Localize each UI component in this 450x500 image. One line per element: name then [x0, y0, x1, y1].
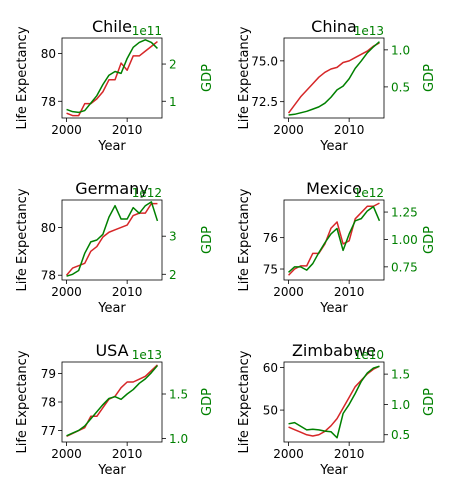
gdp-line: [66, 365, 159, 437]
y-tick-label: 75: [263, 263, 278, 277]
x-axis-label: Year: [97, 463, 126, 478]
y-axis-label: Life Expectancy: [15, 188, 30, 291]
y2-tick-label: 1.5: [169, 388, 188, 402]
y2-exponent-label: 1e10: [354, 348, 384, 362]
gdp-line: [288, 365, 380, 439]
y2-exponent-label: 1e11: [132, 24, 162, 38]
y-tick-label: 77: [41, 424, 56, 438]
subplot-title: Zimbabwe: [292, 341, 376, 360]
gdp-line: [66, 39, 158, 114]
y-tick-label: 75.0: [251, 54, 278, 68]
x-tick-label: 2010: [112, 285, 143, 299]
gdp-line: [288, 41, 380, 116]
y2-axis-label: GDP: [422, 226, 437, 254]
x-tick-label: 2000: [273, 123, 304, 137]
y2-axis-label: GDP: [422, 64, 437, 92]
subplot-zimbabwe: Zimbabwe 2000 2010 Year 50 60 Life Expectancy 0…: [237, 341, 437, 478]
y2-tick-label: 1.0: [391, 398, 410, 412]
y2-tick-label: 1.00: [391, 233, 418, 247]
x-axis-label: Year: [319, 301, 348, 316]
y2-tick-label: 0.5: [391, 428, 410, 442]
x-tick-label: 2000: [51, 447, 82, 461]
subplot-title: Chile: [92, 17, 132, 36]
y2-tick-label: 1.0: [169, 432, 188, 446]
plot-frame: [283, 199, 385, 281]
y-tick-label: 79: [41, 367, 56, 381]
y2-tick-label: 2: [169, 58, 177, 72]
y-axis-label: Life Expectancy: [15, 350, 30, 453]
life-expectancy-line: [288, 365, 380, 437]
x-tick-label: 2000: [273, 447, 304, 461]
plot-frame: [61, 199, 163, 281]
y-axis-label: Life Expectancy: [237, 26, 252, 129]
plot-frame: [283, 37, 385, 119]
subplot-title: USA: [95, 341, 128, 360]
y2-exponent-label: 1e12: [354, 186, 384, 200]
x-axis-label: Year: [319, 463, 348, 478]
x-axis-label: Year: [319, 139, 348, 154]
x-tick-label: 2010: [112, 123, 143, 137]
y-axis-label: Life Expectancy: [237, 350, 252, 453]
y2-tick-label: 0.75: [391, 260, 418, 274]
subplot-chile: Chile 2000 2010 Year 78 80 Life Expectancy 1 2 1e…: [15, 17, 215, 154]
x-tick-label: 2000: [51, 285, 82, 299]
y-tick-label: 60: [263, 361, 278, 375]
y2-axis-label: GDP: [200, 226, 215, 254]
subplot-germany: Germany 2000 2010 Year 78 80 Life Expectancy 2 3…: [15, 179, 215, 316]
y2-tick-label: 1.0: [391, 43, 410, 57]
y-axis-label: Life Expectancy: [15, 26, 30, 129]
y-tick-label: 78: [41, 396, 56, 410]
plot-frame: [61, 37, 163, 119]
subplot-title: China: [311, 17, 357, 36]
y-tick-label: 78: [41, 269, 56, 283]
y-axis-label: Life Expectancy: [237, 188, 252, 291]
subplot-usa: USA 2000 2010 Year 77 78 79 Life Expectancy 1.0 1…: [15, 341, 215, 478]
y2-tick-label: 1.5: [391, 368, 410, 382]
subplot-title: Mexico: [306, 179, 362, 198]
y-tick-label: 50: [263, 404, 278, 418]
y-tick-label: 80: [41, 221, 56, 235]
y2-axis-label: GDP: [200, 388, 215, 416]
subplot-title: Germany: [75, 179, 149, 198]
life-expectancy-line: [288, 202, 380, 276]
x-tick-label: 2010: [334, 285, 365, 299]
y2-axis-label: GDP: [200, 64, 215, 92]
x-tick-label: 2000: [51, 123, 82, 137]
life-expectancy-line: [66, 40, 158, 117]
y2-tick-label: 1: [169, 95, 177, 109]
y-tick-label: 78: [41, 95, 56, 109]
plot-frame: [283, 361, 385, 443]
y-tick-label: 72.5: [251, 95, 278, 109]
x-tick-label: 2000: [273, 285, 304, 299]
subplot-mexico: Mexico 2000 2010 Year 75 76 Life Expectancy 0.7…: [237, 179, 437, 316]
gdp-line: [288, 205, 381, 273]
y2-axis-label: GDP: [422, 388, 437, 416]
life-expectancy-line: [65, 202, 158, 276]
x-axis-label: Year: [97, 301, 126, 316]
life-expectancy-line: [287, 42, 380, 114]
y2-tick-label: 2: [169, 268, 177, 282]
x-tick-label: 2010: [112, 447, 143, 461]
life-expectancy-line: [66, 364, 158, 437]
y-tick-label: 80: [41, 47, 56, 61]
x-tick-label: 2010: [334, 447, 365, 461]
x-tick-label: 2010: [334, 123, 365, 137]
y2-tick-label: 1.25: [391, 206, 418, 220]
y2-exponent-label: 1e13: [354, 24, 384, 38]
gdp-line: [66, 201, 159, 277]
y2-exponent-label: 1e13: [132, 348, 162, 362]
y2-tick-label: 0.5: [391, 80, 410, 94]
y-tick-label: 76: [263, 231, 278, 245]
y2-tick-label: 3: [169, 230, 177, 244]
y2-exponent-label: 1e12: [132, 186, 162, 200]
x-axis-label: Year: [97, 139, 126, 154]
